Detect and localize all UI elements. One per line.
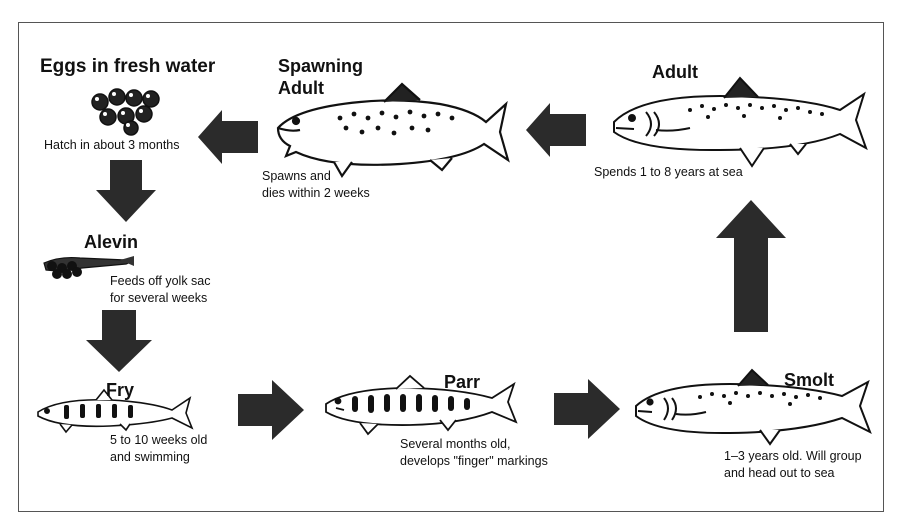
spawning-title-line1: Spawning (278, 56, 363, 76)
smolt-caption-line1: 1–3 years old. Will group (724, 449, 862, 463)
spawning-adult-illustration (276, 82, 510, 179)
arrow-eggs-to-alevin (96, 160, 156, 222)
spawning-caption-line1: Spawns and (262, 169, 331, 183)
arrow-fry-to-parr (238, 380, 304, 440)
parr-caption-line1: Several months old, (400, 437, 511, 451)
adult-illustration (613, 76, 868, 168)
alevin-caption-line1: Feeds off yolk sac (110, 274, 211, 288)
arrow-spawning-to-eggs (198, 110, 258, 164)
arrow-alevin-to-fry (86, 310, 152, 372)
alevin-illustration (43, 256, 134, 279)
eggs-title: Eggs in fresh water (40, 56, 216, 77)
arrow-adult-to-spawning (526, 103, 586, 157)
arrow-smolt-to-adult (716, 200, 786, 332)
smolt-title: Smolt (784, 370, 835, 390)
parr-caption-line2: develops "finger" markings (400, 454, 548, 468)
fry-illustration (37, 388, 194, 434)
alevin-caption-line2: for several weeks (110, 291, 208, 305)
fry-caption-line2: and swimming (110, 450, 190, 464)
eggs-illustration (91, 88, 160, 136)
adult-caption: Spends 1 to 8 years at sea (594, 165, 743, 179)
adult-title: Adult (652, 62, 698, 82)
eggs-caption: Hatch in about 3 months (44, 138, 180, 152)
alevin-title: Alevin (84, 232, 139, 252)
smolt-caption-line2: and head out to sea (724, 466, 835, 480)
spawning-title-line2: Adult (278, 78, 324, 98)
arrow-parr-to-smolt (554, 379, 620, 439)
fry-caption-line1: 5 to 10 weeks old (110, 433, 208, 447)
parr-title: Parr (444, 372, 481, 392)
fry-title: Fry (106, 380, 135, 400)
spawning-caption-line2: dies within 2 weeks (262, 186, 370, 200)
parr-illustration (325, 374, 518, 436)
smolt-illustration (635, 368, 872, 446)
